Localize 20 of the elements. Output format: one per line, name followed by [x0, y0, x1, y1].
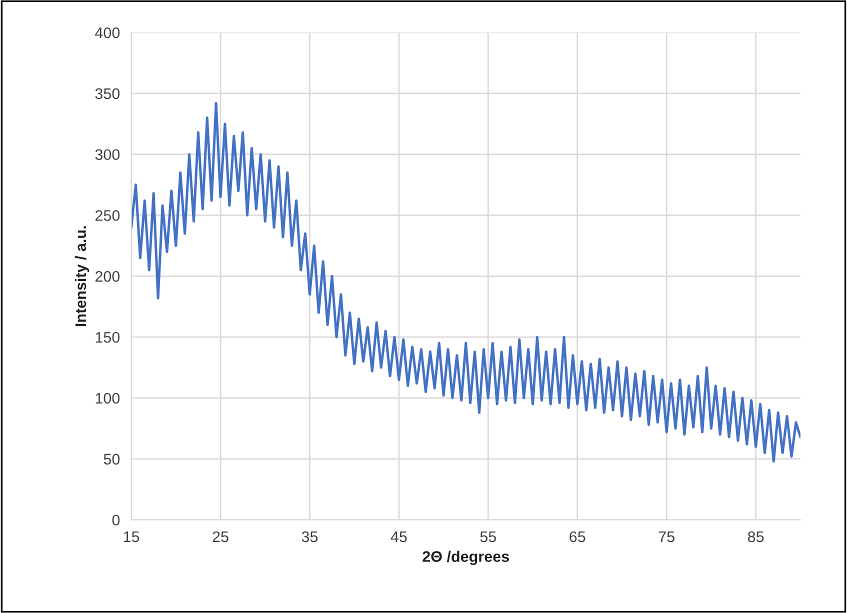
y-tick-label: 50 [104, 454, 120, 465]
y-tick-label: 300 [95, 149, 120, 160]
x-tick-label: 25 [212, 531, 228, 542]
x-axis-title: 2Θ /degrees [422, 550, 509, 566]
x-tick-label: 35 [302, 531, 318, 542]
x-tick-label: 85 [748, 531, 764, 542]
x-tick-label: 15 [124, 531, 140, 542]
y-axis-title: Intensity / a.u. [74, 226, 90, 326]
y-tick-label: 150 [96, 332, 120, 343]
x-tick-label: 75 [658, 531, 674, 542]
y-tick-label: 400 [95, 27, 120, 38]
y-tick-label: 250 [95, 210, 120, 221]
y-tick-label: 350 [95, 88, 120, 100]
x-tick-label: 55 [480, 531, 496, 542]
y-tick-label: 100 [96, 392, 120, 404]
x-tick-label: 45 [390, 531, 407, 542]
y-tick-label: 0 [112, 514, 120, 526]
x-tick-label: 65 [570, 531, 586, 542]
line-series [131, 102, 800, 463]
y-tick-label: 200 [95, 271, 120, 282]
